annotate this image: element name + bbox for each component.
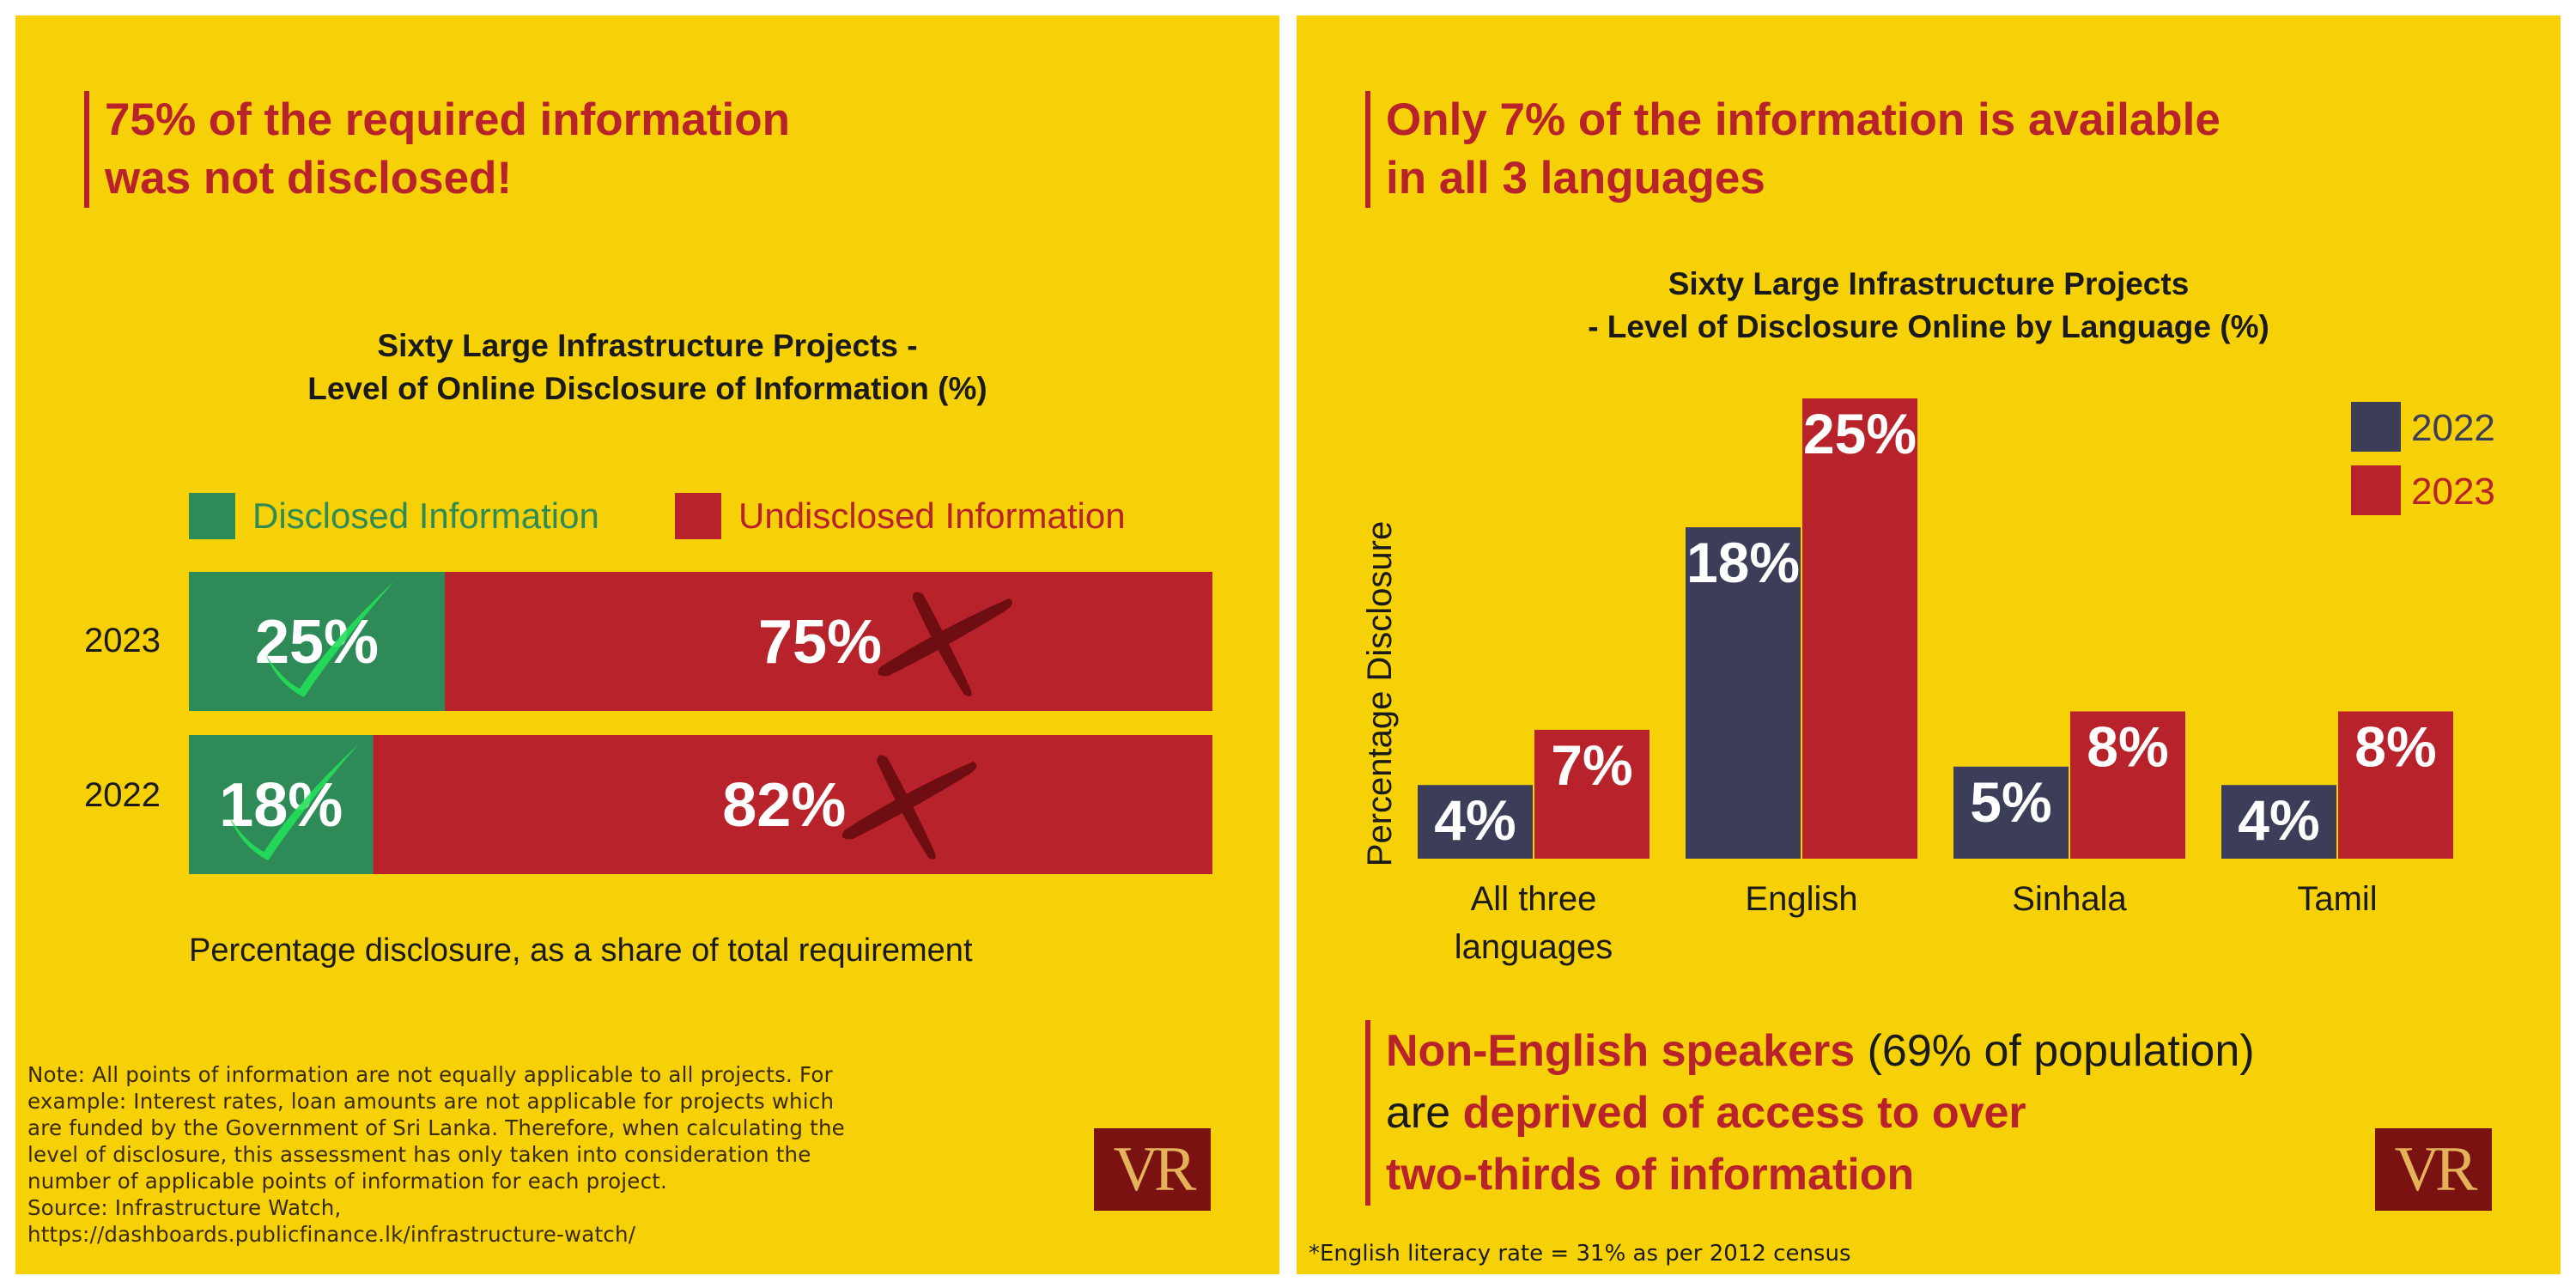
legend-disclosed-swatch — [189, 493, 235, 539]
x-tick-label: All three languages — [1455, 880, 1613, 966]
cross-icon — [841, 755, 977, 860]
bar-label-tamil-2023: 8% — [2354, 714, 2436, 778]
left-headline: 75% of the required information was not … — [84, 91, 790, 208]
bar-label-all-three-languages-2023: 7% — [1551, 733, 1632, 797]
bar-2023-disclosed — [189, 572, 445, 711]
left-chart-title-line-2: Level of Online Disclosure of Informatio… — [307, 371, 987, 406]
statement-line-2: are deprived of access to over — [1386, 1082, 2255, 1144]
footnote: *English literacy rate = 31% as per 2012… — [1309, 1241, 1851, 1267]
x-tick-label-line: English — [1745, 880, 1857, 918]
note: Note: All points of information are not … — [27, 1061, 938, 1248]
bar-label-english-2022: 18% — [1686, 531, 1800, 594]
x-tick-label-line: languages — [1455, 928, 1613, 966]
cross-icon — [878, 592, 1012, 696]
bar-2023-undisclosed — [445, 572, 1212, 711]
left-chart-title: Sixty Large Infrastructure Projects - Le… — [15, 325, 1279, 410]
right-headline: Only 7% of the information is available … — [1365, 91, 2221, 208]
vr-logo: VR — [1094, 1128, 1211, 1211]
legend-swatch-2023 — [2351, 465, 2401, 515]
x-tick-label: Sinhala — [2012, 880, 2127, 918]
row-label-2023: 2023 — [84, 622, 161, 659]
legend-undisclosed-label: Undisclosed Information — [738, 495, 1126, 536]
left-chart-title-line-1: Sixty Large Infrastructure Projects - — [377, 328, 918, 363]
x-tick-label: English — [1745, 880, 1857, 918]
bar-2022-disclosed — [189, 735, 374, 874]
statement-highlight-1: Non-English speakers — [1386, 1026, 1856, 1076]
grouped-bar-chart: Percentage Disclosure 4% 7% All three langua… — [1361, 398, 2495, 966]
legend-undisclosed-swatch — [675, 493, 721, 539]
legend-disclosed-label: Disclosed Information — [252, 495, 599, 536]
right-headline-line-2: in all 3 languages — [1386, 153, 1765, 204]
right-statement: Non-English speakers (69% of population)… — [1365, 1020, 2255, 1206]
bar-label-tamil-2022: 4% — [2238, 788, 2319, 852]
statement-highlight-2: deprived of access to over — [1462, 1088, 2026, 1138]
statement-line-3: two-thirds of information — [1386, 1144, 2255, 1206]
bar-label-2022-undisclosed: 82% — [722, 771, 846, 840]
row-label-2022: 2022 — [84, 776, 161, 814]
statement-highlight-3: two-thirds of information — [1386, 1150, 1915, 1200]
x-tick-label-line: Tamil — [2297, 880, 2377, 918]
bar-label-all-three-languages-2022: 4% — [1434, 788, 1516, 852]
note-line-2: example: Interest rates, loan amounts ar… — [27, 1089, 835, 1114]
statement-line-1: Non-English speakers (69% of population) — [1386, 1020, 2255, 1082]
bar-sinhala-2022 — [1953, 766, 2069, 859]
bar-all-three-languages-2023 — [1534, 729, 1649, 859]
bar-english-2023 — [1802, 398, 1917, 859]
left-caption: Percentage disclosure, as a share of tot… — [189, 933, 973, 969]
vr-logo-text: VR — [1113, 1134, 1197, 1205]
legend-label-2023: 2023 — [2411, 471, 2495, 513]
x-tick-label-line: Sinhala — [2012, 880, 2127, 918]
note-line-6: Source: Infrastructure Watch, — [27, 1195, 342, 1220]
x-tick-label: Tamil — [2297, 880, 2377, 918]
x-tick-label-line: All three — [1471, 880, 1597, 918]
legend-undisclosed: Undisclosed Information — [675, 493, 1126, 539]
bar-label-sinhala-2022: 5% — [1970, 770, 2051, 834]
bar-label-english-2023: 25% — [1803, 402, 1917, 465]
note-line-5: number of applicable points of informati… — [27, 1169, 668, 1194]
statement-text-1: (69% of population) — [1855, 1026, 2255, 1076]
left-panel: 75% of the required information was not … — [15, 15, 1279, 1274]
stacked-bar-chart: 25% 75%18% 82% — [189, 572, 1212, 874]
bar-label-sinhala-2023: 8% — [2087, 714, 2168, 778]
bar-2022-undisclosed — [373, 735, 1212, 874]
right-chart-title-line-1: Sixty Large Infrastructure Projects — [1668, 266, 2190, 301]
right-panel: Only 7% of the information is available … — [1297, 15, 2561, 1274]
left-headline-line-1: 75% of the required information — [105, 94, 791, 145]
legend-disclosed: Disclosed Information — [189, 493, 599, 539]
cross-stroke-2 — [877, 755, 936, 860]
right-chart-title: Sixty Large Infrastructure Projects - Le… — [1297, 263, 2561, 349]
bar-sinhala-2023 — [2070, 711, 2185, 859]
left-headline-line-2: was not disclosed! — [105, 153, 513, 204]
note-line-4: level of disclosure, this assessment has… — [27, 1142, 811, 1167]
legend-swatch-2022 — [2351, 402, 2401, 452]
cross-stroke-2 — [913, 592, 972, 696]
vr-logo-right: VR — [2375, 1128, 2492, 1211]
y-axis-label: Percentage Disclosure — [1361, 521, 1399, 866]
note-line-3: are funded by the Government of Sri Lank… — [27, 1115, 845, 1140]
bar-english-2022 — [1686, 527, 1801, 859]
note-line-7: https://dashboards.publicfinance.lk/infr… — [27, 1222, 636, 1247]
bar-tamil-2023 — [2338, 711, 2453, 859]
vr-logo-right-text: VR — [2394, 1134, 2478, 1205]
bar-tamil-2022 — [2221, 785, 2336, 859]
note-line-1: Note: All points of information are not … — [27, 1062, 833, 1087]
legend-label-2022: 2022 — [2411, 407, 2495, 449]
right-chart-title-line-2: - Level of Disclosure Online by Language… — [1588, 309, 2269, 344]
statement-text-2: are — [1386, 1088, 1463, 1138]
right-headline-line-1: Only 7% of the information is available — [1386, 94, 2221, 145]
bar-label-2023-undisclosed: 75% — [758, 608, 882, 677]
bar-all-three-languages-2022 — [1418, 785, 1533, 859]
